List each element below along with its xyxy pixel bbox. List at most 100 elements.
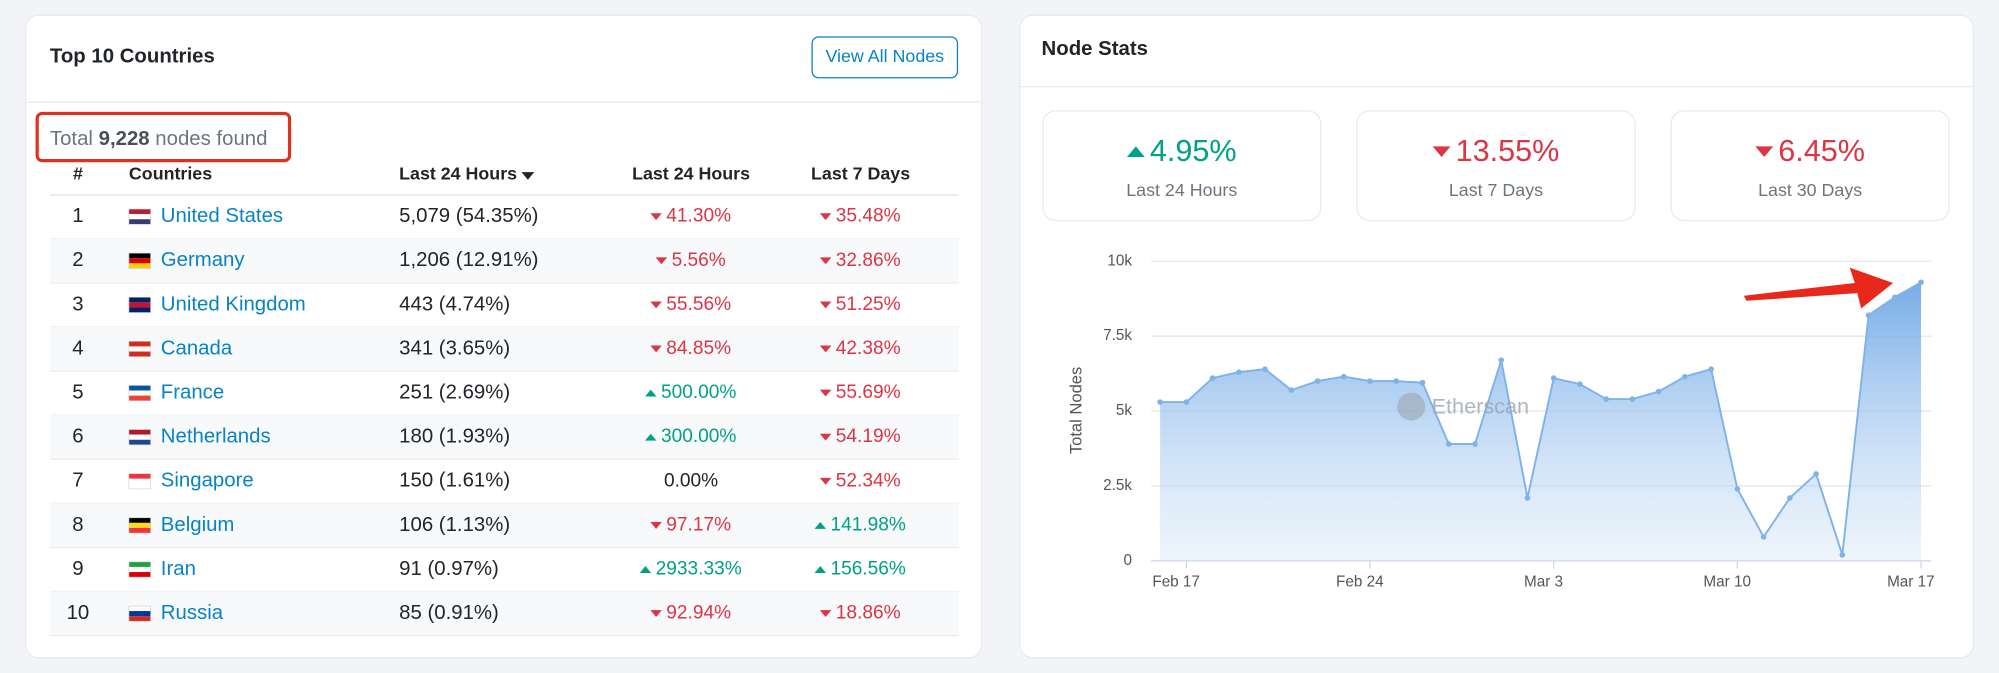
change-value: 500.00% (661, 382, 736, 403)
change-value: 141.98% (830, 514, 905, 535)
arrow-down (650, 345, 662, 353)
point (1892, 294, 1898, 301)
node-count: 251 (2.69%) (399, 381, 510, 403)
flag-stripe (128, 439, 151, 445)
flag-border (128, 605, 151, 622)
column-header: Last 24 Hours (399, 163, 517, 183)
arrow-down (1755, 146, 1774, 158)
column-header: Last 24 Hours (632, 163, 750, 183)
flag-stripe (128, 390, 151, 396)
arrow-down (650, 301, 662, 309)
stat-label: Last 7 Days (1449, 180, 1543, 200)
point (1865, 312, 1872, 319)
point (1498, 357, 1505, 363)
change-value: 52.34% (836, 470, 901, 491)
flag-stripe (128, 395, 151, 401)
rank: 1 (72, 205, 83, 227)
flag-stripe (128, 616, 151, 622)
flag-border (128, 208, 151, 225)
flag-border (128, 385, 151, 402)
highlight-box (35, 111, 292, 163)
flag-border (128, 517, 151, 534)
country-link[interactable]: France (161, 381, 224, 403)
flag-stripe (128, 522, 151, 528)
country-link[interactable]: Germany (161, 249, 246, 271)
stat-value: 13.55% (1456, 134, 1560, 168)
point (1472, 441, 1478, 447)
panel-title: Node Stats (1042, 38, 1148, 60)
flag-border (128, 561, 151, 578)
change-value: 300.00% (661, 426, 736, 447)
arrow-down (655, 257, 668, 265)
arrow-down (1432, 146, 1451, 158)
table-row: 8 Belgium 106 (1.13%) 97.17% 141.98% (49, 503, 959, 549)
point (1918, 279, 1924, 286)
country-link[interactable]: Netherlands (161, 426, 271, 448)
point (1839, 552, 1846, 558)
table-row: 4 Canada 341 (3.65%) 84.85% 42.38% (49, 326, 959, 372)
change-value: 156.56% (830, 559, 905, 580)
point (1577, 381, 1583, 387)
arrow-up (645, 389, 657, 397)
arrow-up (1126, 146, 1145, 158)
arrow-down (650, 213, 662, 221)
x-tick-label: Feb 24 (1336, 574, 1384, 591)
watermark-icon (1397, 392, 1426, 421)
flag-stripe (128, 385, 151, 391)
country-link[interactable]: Iran (161, 558, 196, 580)
arrow-down (650, 521, 662, 529)
point (1708, 366, 1714, 372)
table-row: 6 Netherlands 180 (1.93%) 300.00% 54.19% (49, 415, 959, 460)
flag-stripe (128, 429, 151, 435)
point (1183, 399, 1190, 405)
change-value: 35.48% (836, 206, 901, 227)
panel-title: Top 10 Countries (50, 46, 215, 68)
change-value: 51.25% (836, 294, 901, 315)
flag-stripe (128, 214, 151, 220)
flag-border (128, 341, 151, 357)
button-label[interactable]: View All Nodes (825, 46, 944, 66)
country-link[interactable]: Russia (161, 602, 224, 624)
flag-border (128, 252, 151, 269)
flag-border (128, 473, 151, 490)
row-stripe (49, 238, 959, 283)
y-tick-label: 0 (1124, 552, 1132, 569)
summary-count: 9,228 (99, 129, 150, 151)
arrow-down (650, 610, 662, 618)
country-link[interactable]: Singapore (161, 470, 254, 492)
point (1603, 396, 1609, 402)
point (1760, 534, 1767, 540)
flag-stripe (128, 605, 151, 612)
flag-stripe (128, 219, 151, 225)
flag-stripe (128, 483, 151, 489)
rank: 10 (67, 602, 90, 624)
table-row: 10 Russia 85 (0.91%) 92.94% 18.86% (49, 591, 959, 637)
flag-stripe (128, 434, 151, 440)
arrow-up (639, 566, 652, 573)
point (1734, 486, 1741, 492)
area (1160, 282, 1922, 561)
country-link[interactable]: Canada (161, 337, 233, 359)
view-all-button[interactable] (811, 36, 959, 79)
point (1813, 471, 1819, 477)
stat-card (1042, 110, 1322, 222)
stat-cards: 4.95% Last 24 Hours 13.55% Last 7 Days 6.45%… (1042, 110, 1950, 222)
country-link[interactable]: Belgium (161, 514, 235, 536)
point (1236, 369, 1242, 375)
stat-label: Last 30 Days (1758, 180, 1862, 200)
country-link[interactable]: United Kingdom (161, 293, 306, 315)
rank: 6 (72, 426, 83, 448)
stat-card (1670, 110, 1950, 222)
node-count: 106 (1.13%) (399, 514, 510, 536)
point (1445, 441, 1452, 447)
change-value: 92.94% (666, 603, 731, 624)
point (1262, 366, 1268, 372)
flag-stripe (128, 572, 151, 578)
stat-card (1356, 110, 1636, 222)
row-stripe (49, 415, 959, 460)
rank: 3 (72, 293, 83, 315)
x-tick-label: Mar 10 (1703, 574, 1751, 591)
country-link[interactable]: United States (161, 205, 283, 227)
x-tick-label: Mar 17 (1887, 574, 1935, 591)
